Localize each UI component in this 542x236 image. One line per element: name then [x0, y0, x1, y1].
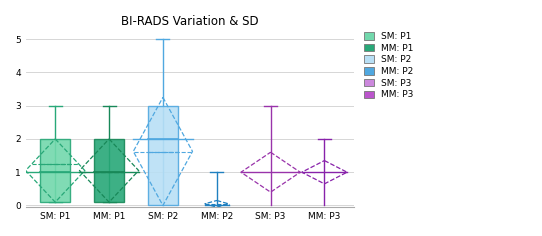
- Bar: [41, 139, 70, 202]
- Bar: [148, 106, 178, 206]
- Bar: [94, 139, 124, 202]
- Legend: SM: P1, MM: P1, SM: P2, MM: P2, SM: P3, MM: P3: SM: P1, MM: P1, SM: P2, MM: P2, SM: P3, …: [362, 30, 415, 101]
- Title: BI-RADS Variation & SD: BI-RADS Variation & SD: [121, 15, 259, 28]
